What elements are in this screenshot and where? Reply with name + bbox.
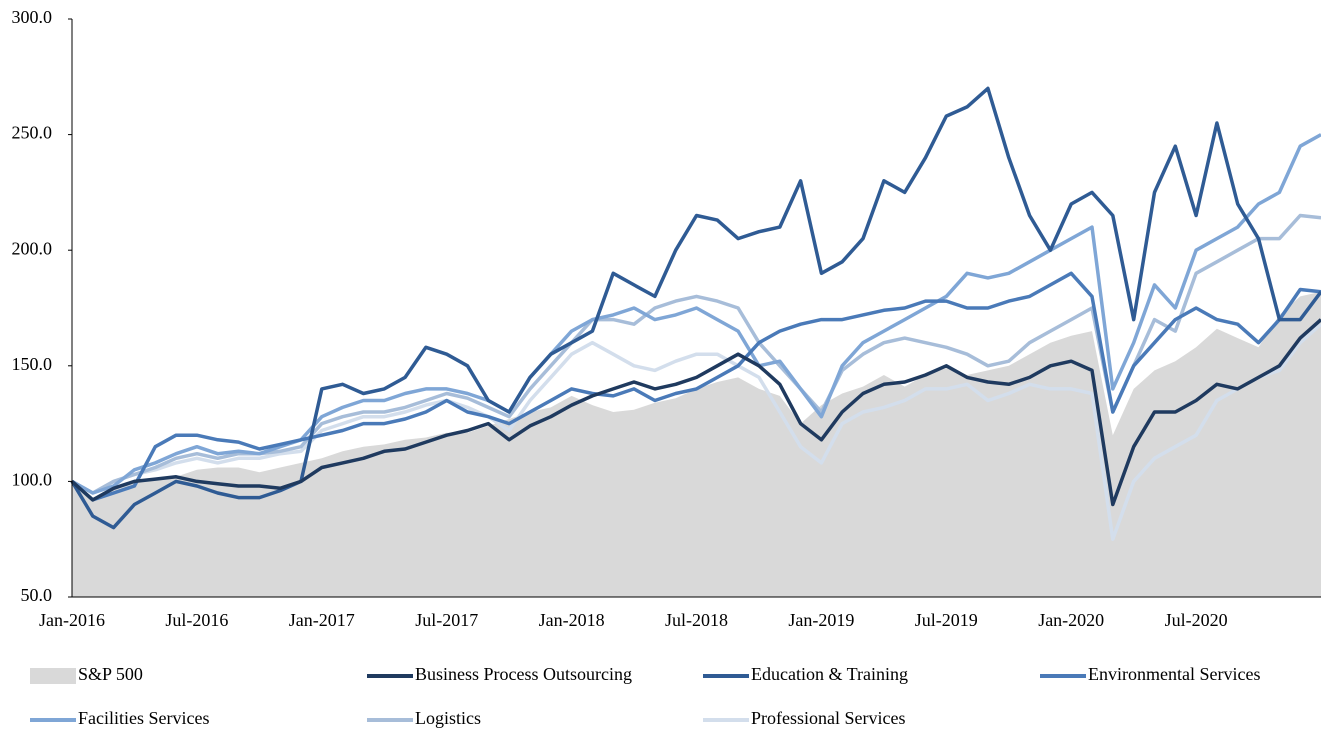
x-tick-label: Jan-2017 (289, 610, 355, 630)
legend-swatch (30, 668, 76, 684)
x-tick-label: Jul-2016 (165, 610, 228, 630)
line (70, 318, 1321, 507)
legend-label: Facilities Services (78, 708, 209, 728)
x-tick-label: Jul-2020 (1165, 610, 1228, 630)
area (72, 291, 1321, 597)
line (70, 86, 1321, 530)
x-tick-label: Jul-2017 (415, 610, 478, 630)
y-tick-label: 300.0 (12, 7, 53, 27)
y-tick-label: 250.0 (12, 123, 53, 143)
line (70, 271, 1321, 502)
line (71, 322, 1321, 541)
legend-label: S&P 500 (78, 664, 143, 684)
y-tick-label: 50.0 (21, 585, 53, 605)
x-tick-label: Jul-2018 (665, 610, 728, 630)
line (71, 133, 1321, 495)
y-tick-label: 100.0 (12, 470, 53, 490)
x-tick-label: Jul-2019 (915, 610, 978, 630)
y-tick-label: 200.0 (12, 238, 53, 258)
legend-label: Business Process Outsourcing (415, 664, 632, 684)
x-tick-label: Jan-2018 (539, 610, 605, 630)
x-tick-label: Jan-2019 (788, 610, 854, 630)
legend-label: Environmental Services (1088, 664, 1260, 684)
legend-label: Logistics (415, 708, 481, 728)
y-tick-label: 150.0 (12, 354, 53, 374)
x-tick-label: Jan-2016 (39, 610, 105, 630)
x-tick-label: Jan-2020 (1038, 610, 1104, 630)
legend-label: Professional Services (751, 708, 905, 728)
legend-label: Education & Training (751, 664, 908, 684)
